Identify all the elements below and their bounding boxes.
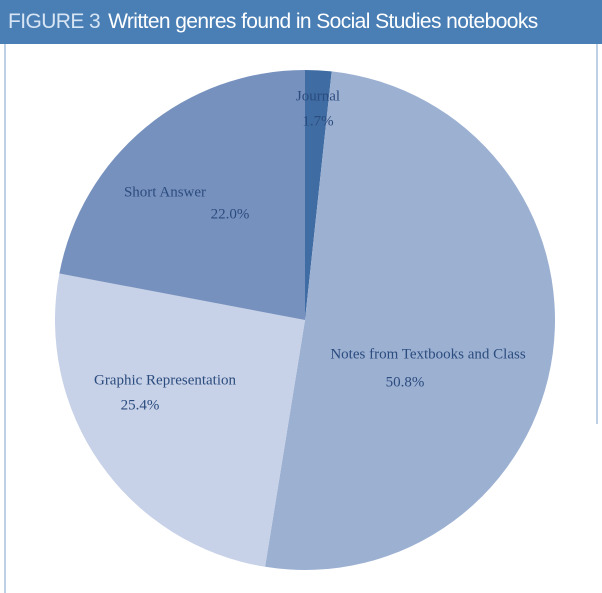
- chart: Journal 1.7% Notes from Textbooks and Clas…: [4, 44, 598, 593]
- slice-label: Graphic Representation: [94, 372, 237, 388]
- slice-value-label: 1.7%: [302, 113, 333, 129]
- pie-slice: [265, 71, 555, 570]
- figure-label: FIGURE 3: [8, 10, 101, 33]
- figure-title: Written genres found in Social Studies n…: [108, 10, 538, 33]
- slice-label: Journal: [296, 88, 340, 104]
- slice-value-label: 25.4%: [121, 397, 160, 413]
- pie-slice: [55, 273, 305, 567]
- slice-value-label: 22.0%: [211, 206, 250, 222]
- figure-header: FIGURE 3 Written genres found in Social S…: [0, 0, 602, 44]
- slice-label: Notes from Textbooks and Class: [330, 346, 525, 362]
- pie-slice: [305, 70, 332, 320]
- slice-value-label: 50.8%: [386, 374, 425, 390]
- pie-slice: [59, 70, 305, 320]
- slice-label: Short Answer: [124, 184, 206, 200]
